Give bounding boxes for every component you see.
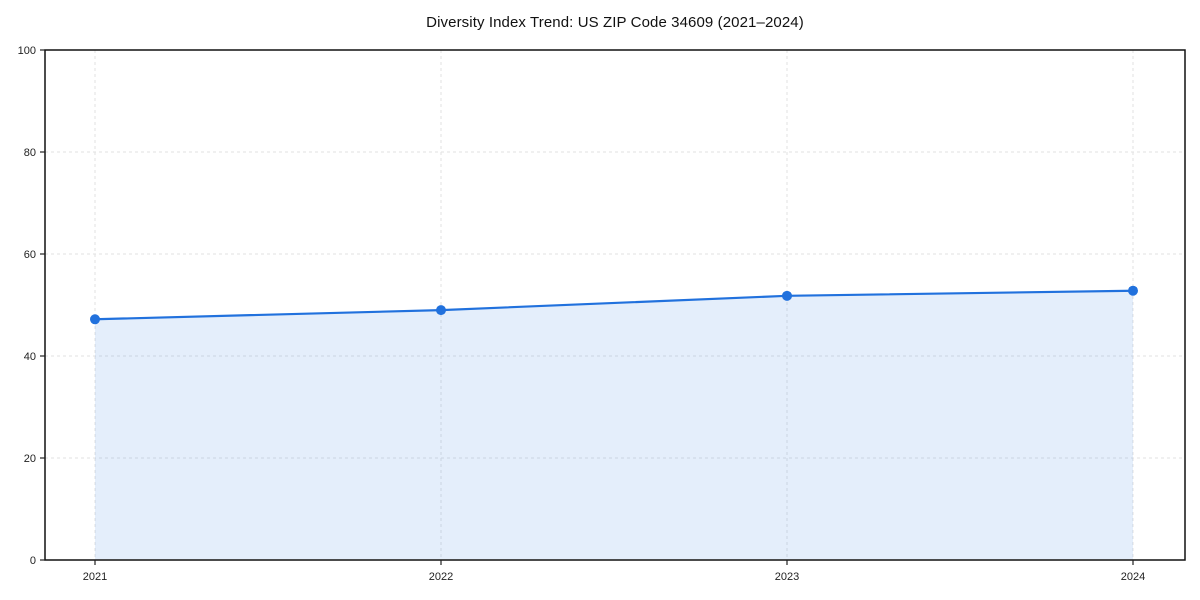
plot-border — [44, 49, 1186, 561]
y-tick-label-80: 80 — [24, 147, 36, 159]
y-tick-label-20: 20 — [24, 453, 36, 465]
x-tick-label-2023: 2023 — [775, 571, 799, 583]
data-point-2021 — [90, 314, 100, 325]
x-tick-label-2021: 2021 — [83, 571, 107, 583]
x-tick-label-2022: 2022 — [429, 571, 453, 583]
chart-title: Diversity Index Trend: US ZIP Code 34609… — [426, 14, 804, 31]
trend-line — [93, 289, 1135, 321]
y-tick-label-100: 100 — [18, 45, 36, 57]
data-point-2023 — [782, 290, 792, 301]
y-tick-label-0: 0 — [30, 555, 36, 567]
y-tick-label-40: 40 — [24, 351, 36, 363]
y-tick-label-60: 60 — [24, 249, 36, 261]
x-tick-label-2024: 2024 — [1121, 571, 1145, 583]
area-fill — [95, 290, 1133, 560]
data-point-2022 — [436, 305, 446, 316]
data-point-2024 — [1128, 285, 1138, 296]
